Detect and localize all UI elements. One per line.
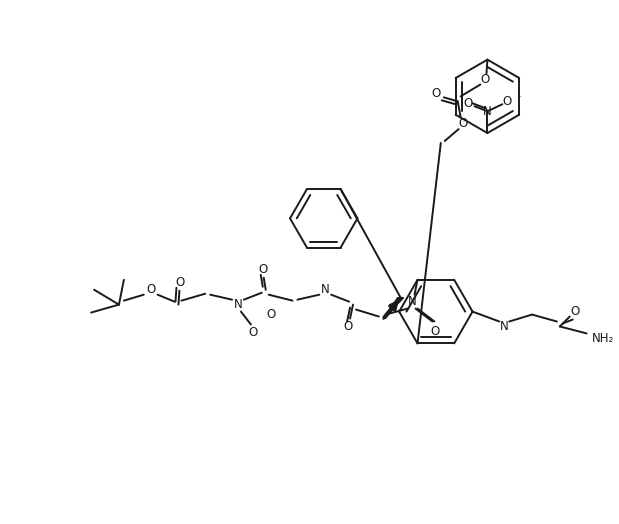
Text: O: O xyxy=(344,320,353,333)
Text: O: O xyxy=(503,95,512,108)
Text: O: O xyxy=(458,117,467,129)
Text: O: O xyxy=(481,73,490,86)
Text: N: N xyxy=(233,298,242,311)
Text: ⁻: ⁻ xyxy=(517,94,522,103)
Text: O: O xyxy=(266,308,275,321)
Text: O: O xyxy=(176,276,185,289)
Text: N: N xyxy=(500,320,509,333)
Text: O: O xyxy=(248,326,258,339)
Text: O: O xyxy=(431,325,440,338)
Text: O: O xyxy=(258,264,267,276)
Text: O: O xyxy=(570,305,579,318)
Text: O: O xyxy=(463,97,472,110)
Polygon shape xyxy=(383,298,404,320)
Text: N: N xyxy=(321,283,330,296)
Text: N: N xyxy=(408,295,417,308)
Text: N: N xyxy=(483,105,492,118)
Text: NH₂: NH₂ xyxy=(592,332,614,345)
Text: O: O xyxy=(146,283,155,296)
Text: O: O xyxy=(431,87,441,100)
